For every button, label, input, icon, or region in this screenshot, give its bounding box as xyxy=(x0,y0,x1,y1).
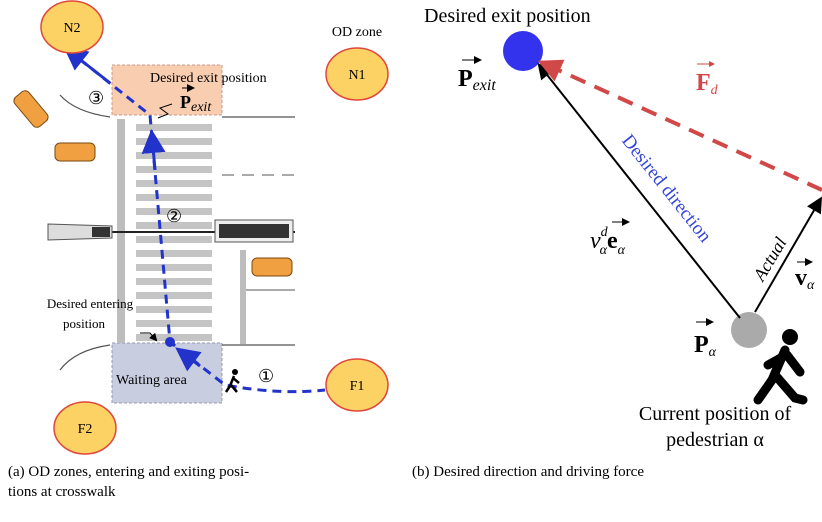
direction-label: Desired direction xyxy=(617,131,716,247)
current-label: Current position of xyxy=(639,403,792,425)
stripe xyxy=(136,292,212,299)
subscript: exit xyxy=(473,77,497,94)
superscript: d xyxy=(601,225,609,240)
body xyxy=(753,345,808,405)
symbol: v xyxy=(590,228,601,254)
subscript: α xyxy=(600,243,608,258)
exit-zone xyxy=(111,64,223,116)
caption: (a) OD zones, entering and exiting posi- xyxy=(8,464,249,480)
current-label: pedestrian α xyxy=(666,429,764,451)
waiting-label: Waiting area xyxy=(116,373,188,388)
symbol: P xyxy=(180,92,191,112)
head xyxy=(232,369,238,375)
road xyxy=(13,64,295,404)
symbol: P xyxy=(694,332,709,358)
zone-f1 xyxy=(325,358,389,412)
step: ② xyxy=(166,206,182,226)
stripe xyxy=(136,138,212,145)
stripe xyxy=(136,166,212,173)
stripe xyxy=(136,236,212,243)
pointer xyxy=(157,103,173,119)
current-point xyxy=(731,312,767,348)
median-block xyxy=(92,227,110,237)
desired-vector xyxy=(537,62,741,319)
stripe xyxy=(136,264,212,271)
symbol: P xyxy=(458,66,473,92)
curb xyxy=(240,250,246,344)
force-label: Fd xyxy=(696,70,719,98)
pedestrian-icon xyxy=(224,369,240,393)
actual-label: Actual xyxy=(749,234,791,285)
exit-point xyxy=(503,31,543,71)
p-exit: Pexit xyxy=(458,66,496,94)
step: ① xyxy=(258,366,274,386)
stripe xyxy=(136,194,212,201)
stripe xyxy=(136,250,212,257)
pointer xyxy=(140,332,158,342)
stripe xyxy=(136,334,212,341)
subscript: α xyxy=(618,243,626,258)
stripe xyxy=(136,152,212,159)
exit-label: Desired exit position xyxy=(150,71,267,86)
zone-label: N1 xyxy=(348,68,365,83)
symbol: v xyxy=(795,265,807,291)
stripe xyxy=(136,306,212,313)
road-edge xyxy=(59,344,295,371)
median-block xyxy=(219,224,289,238)
zone-label: F2 xyxy=(78,422,93,437)
stripe xyxy=(136,320,212,327)
step: ③ xyxy=(88,88,104,108)
desired-velocity: vd αeα xyxy=(590,225,626,258)
actual-vector xyxy=(754,196,822,313)
path-arrow xyxy=(63,46,111,85)
od-zone-label: OD zone xyxy=(332,25,382,40)
exit-label: Desired exit position xyxy=(424,5,591,27)
waiting-zone xyxy=(111,342,223,404)
head xyxy=(782,329,798,345)
symbol: e xyxy=(607,228,618,254)
caption: (b) Desired direction and driving force xyxy=(412,464,644,480)
zone-label: F1 xyxy=(350,379,365,394)
crosswalk xyxy=(136,124,212,341)
subscript: α xyxy=(807,278,815,293)
path-arrow xyxy=(175,347,202,372)
stripe xyxy=(136,124,212,131)
zone-f2 xyxy=(53,401,117,455)
p-exit: Pexit xyxy=(180,92,212,115)
zone-n2 xyxy=(40,0,104,54)
entering-label: Desired entering xyxy=(47,296,134,311)
path xyxy=(67,48,326,394)
pedestrian-icon xyxy=(753,329,808,405)
car xyxy=(54,142,96,162)
zone-n1 xyxy=(325,47,389,101)
subscript: exit xyxy=(191,100,212,115)
car xyxy=(251,257,293,277)
subscript: α xyxy=(709,345,717,360)
symbol: F xyxy=(696,70,711,96)
body xyxy=(224,375,240,393)
stripe xyxy=(136,208,212,215)
zone-label: N2 xyxy=(63,21,80,36)
subscript: d xyxy=(711,83,719,98)
stripe xyxy=(136,222,212,229)
velocity-label: vα xyxy=(795,265,815,293)
force-vector xyxy=(537,59,822,192)
entering-point xyxy=(165,337,175,347)
entering-label: position xyxy=(63,316,105,331)
stripe xyxy=(136,180,212,187)
path-arrow xyxy=(141,129,166,171)
caption: tions at crosswalk xyxy=(8,484,116,500)
car xyxy=(13,90,49,128)
stripe xyxy=(136,278,212,285)
road-edge xyxy=(59,94,295,118)
position-label: Pα xyxy=(694,332,717,360)
